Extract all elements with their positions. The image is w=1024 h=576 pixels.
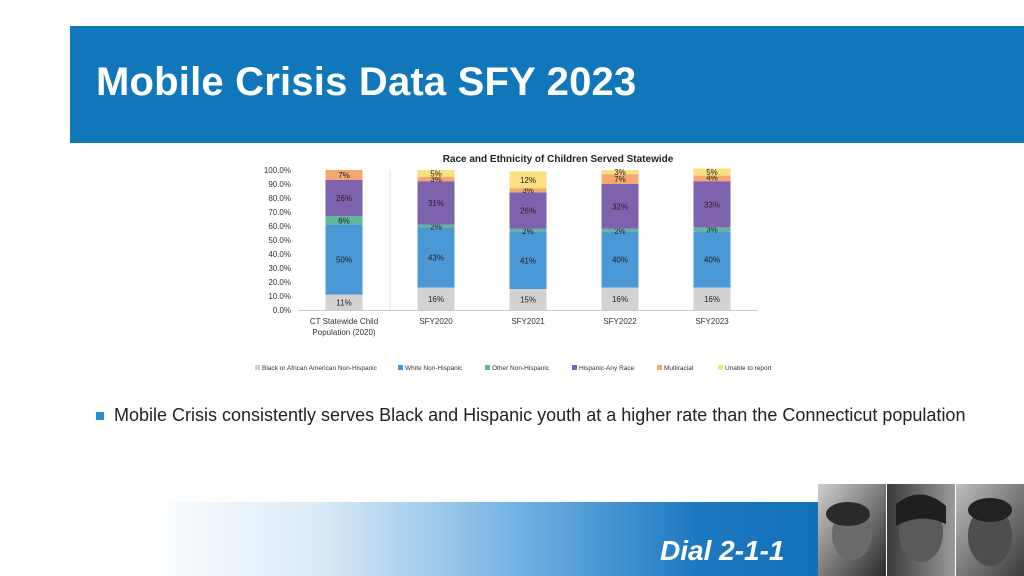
bar-segment xyxy=(509,289,547,310)
bar-segment xyxy=(417,170,455,177)
data-label: 40% xyxy=(704,256,720,265)
y-tick-label: 80.0% xyxy=(268,194,291,203)
stacked-bar-chart: Race and Ethnicity of Children Served St… xyxy=(255,154,772,372)
y-tick-label: 40.0% xyxy=(268,250,291,259)
y-tick-label: 0.0% xyxy=(273,306,291,315)
bar-segment xyxy=(509,188,547,193)
legend-swatch xyxy=(485,365,490,370)
bar-segment xyxy=(509,171,547,189)
bullet-item: Mobile Crisis consistently serves Black … xyxy=(96,404,976,427)
y-tick-label: 100.0% xyxy=(264,166,291,175)
x-tick-label: SFY2020 xyxy=(419,317,453,326)
data-label: 33% xyxy=(704,200,720,209)
children-photos-image xyxy=(818,484,1024,576)
data-label: 26% xyxy=(336,194,352,203)
bar-segment xyxy=(509,192,547,229)
data-label: 2% xyxy=(522,227,534,236)
bullet-text: Mobile Crisis consistently serves Black … xyxy=(114,405,966,425)
y-tick-label: 20.0% xyxy=(268,278,291,287)
legend-swatch xyxy=(572,365,577,370)
y-tick-label: 90.0% xyxy=(268,180,291,189)
children-photo-strip xyxy=(818,484,1024,576)
x-tick-label: Population (2020) xyxy=(312,328,375,337)
bar-segment xyxy=(325,170,363,180)
legend-swatch xyxy=(657,365,662,370)
legend-label: Black or African American Non-Hispanic xyxy=(262,365,378,372)
data-label: 2% xyxy=(614,227,626,236)
bar-segment xyxy=(325,294,363,310)
data-label: 43% xyxy=(428,254,444,263)
legend-swatch xyxy=(398,365,403,370)
top-strip xyxy=(0,0,1024,26)
legend-swatch xyxy=(718,365,723,370)
data-label: 31% xyxy=(428,199,444,208)
data-label: 32% xyxy=(612,202,628,211)
dial-211-text: Dial 2-1-1 xyxy=(660,535,785,566)
bar-segment xyxy=(693,231,731,288)
data-label: 16% xyxy=(704,295,720,304)
data-label: 5% xyxy=(706,168,718,177)
bar-segment xyxy=(417,224,455,228)
bar-segment xyxy=(601,287,639,310)
data-label: 3% xyxy=(706,225,718,234)
data-label: 4% xyxy=(706,174,718,183)
footer-band: Dial 2-1-1 xyxy=(0,502,820,576)
bar-segment xyxy=(693,227,731,232)
bar-segment xyxy=(325,179,363,217)
bar-segment xyxy=(601,184,639,229)
bar-segment xyxy=(693,168,731,176)
bar-segment xyxy=(601,174,639,184)
data-label: 12% xyxy=(520,176,536,185)
bar-segment xyxy=(417,287,455,310)
y-tick-label: 30.0% xyxy=(268,264,291,273)
legend-label: White Non-Hispanic xyxy=(405,365,463,372)
x-tick-label: SFY2022 xyxy=(603,317,637,326)
x-tick-label: CT Statewide Child xyxy=(310,317,378,326)
data-label: 15% xyxy=(520,296,536,305)
x-tick-label: SFY2021 xyxy=(511,317,545,326)
legend-label: Multiracial xyxy=(664,365,694,372)
bar-segment xyxy=(417,177,455,182)
bar-segment xyxy=(601,231,639,288)
data-label: 7% xyxy=(614,175,626,184)
data-label: 26% xyxy=(520,207,536,216)
legend-label: Hispanic-Any Race xyxy=(579,365,635,372)
bar-segment xyxy=(417,227,455,288)
legend-label: Unable to report xyxy=(725,365,772,372)
bar-segment xyxy=(693,175,731,182)
y-tick-label: 60.0% xyxy=(268,222,291,231)
data-label: 50% xyxy=(336,256,352,265)
data-label: 40% xyxy=(612,256,628,265)
bar-segment xyxy=(693,287,731,310)
bar-segment xyxy=(693,181,731,228)
data-label: 3% xyxy=(614,168,626,177)
bar-segment xyxy=(509,231,547,289)
data-label: 3% xyxy=(522,186,534,195)
y-tick-label: 10.0% xyxy=(268,292,291,301)
data-label: 11% xyxy=(336,298,351,307)
bar-segment xyxy=(601,228,639,232)
bar-segment xyxy=(417,181,455,225)
bullet-square-icon xyxy=(96,412,104,420)
data-label: 7% xyxy=(338,171,350,180)
y-tick-label: 50.0% xyxy=(268,236,291,245)
y-tick-label: 70.0% xyxy=(268,208,291,217)
data-label: 5% xyxy=(430,170,442,179)
data-label: 6% xyxy=(338,216,350,225)
data-label: 16% xyxy=(612,295,628,304)
data-label: 16% xyxy=(428,295,444,304)
bar-segment xyxy=(601,170,639,175)
bar-segment xyxy=(325,224,363,295)
data-label: 41% xyxy=(520,256,536,265)
data-label: 3% xyxy=(430,175,442,184)
bar-segment xyxy=(509,228,547,232)
data-label: 2% xyxy=(430,223,442,232)
chart-title: Race and Ethnicity of Children Served St… xyxy=(443,154,674,165)
slide-title: Mobile Crisis Data SFY 2023 xyxy=(96,60,637,104)
x-tick-label: SFY2023 xyxy=(695,317,729,326)
legend-label: Other Non-Hispanic xyxy=(492,365,550,372)
legend-swatch xyxy=(255,365,260,370)
title-bar: Mobile Crisis Data SFY 2023 xyxy=(70,26,1024,143)
bar-segment xyxy=(325,216,363,225)
